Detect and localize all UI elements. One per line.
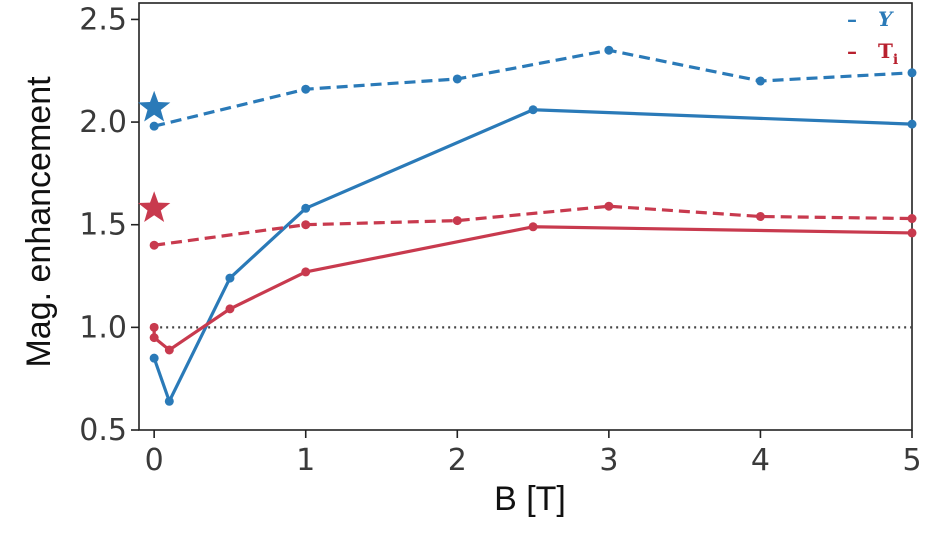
data-point xyxy=(149,322,159,332)
data-point xyxy=(452,216,462,226)
data-point xyxy=(149,121,159,131)
legend-dash-y: – xyxy=(847,7,857,31)
x-tick-label: 1 xyxy=(296,443,315,478)
data-point xyxy=(149,240,159,250)
legend: – Y – Ti xyxy=(847,7,898,68)
series-line-1 xyxy=(152,108,913,403)
y-axis-title: Mag. enhancement xyxy=(20,76,58,368)
data-point xyxy=(225,304,235,314)
x-axis-title: B [T] xyxy=(494,480,566,518)
x-tick-label: 2 xyxy=(448,443,467,478)
data-point xyxy=(149,353,159,363)
data-point xyxy=(164,396,174,406)
data-point xyxy=(301,267,311,277)
data-point xyxy=(604,201,614,211)
y-tick-label: 2.5 xyxy=(79,2,127,37)
axes: 0.5 1.0 1.5 2.0 2.5 0 1 2 3 4 5 xyxy=(79,2,922,478)
legend-label-ti: Ti xyxy=(878,39,898,68)
data-point xyxy=(907,68,917,78)
data-point xyxy=(907,214,917,224)
data-point xyxy=(301,203,311,213)
data-point xyxy=(907,119,917,129)
y-tick-label: 1.5 xyxy=(79,208,127,243)
x-tick-label: 4 xyxy=(751,443,770,478)
data-point xyxy=(225,273,235,283)
star-marker xyxy=(137,90,171,122)
x-tick-label: 3 xyxy=(599,443,618,478)
x-tick-label: 0 xyxy=(145,443,164,478)
y-tick-label: 2.0 xyxy=(79,105,127,140)
data-point xyxy=(604,45,614,55)
series-layer xyxy=(137,45,917,406)
legend-label-y: Y xyxy=(878,7,894,31)
series-line-0 xyxy=(153,48,913,128)
y-tick-label: 0.5 xyxy=(79,413,127,448)
data-point xyxy=(528,222,538,232)
legend-dash-ti: – xyxy=(847,39,857,63)
data-point xyxy=(452,74,462,84)
data-point xyxy=(755,212,765,221)
legend-label-ti-main: T xyxy=(878,39,893,63)
data-point xyxy=(301,84,311,94)
x-tick-label: 5 xyxy=(902,443,921,478)
y-tick-label: 1.0 xyxy=(79,310,127,345)
data-point xyxy=(528,105,538,115)
series-line-2 xyxy=(153,204,913,247)
data-point xyxy=(301,220,311,230)
legend-label-ti-sub: i xyxy=(893,52,898,68)
data-point xyxy=(164,345,174,355)
star-marker xyxy=(137,191,171,223)
data-point xyxy=(149,333,159,343)
data-point xyxy=(907,228,917,238)
data-point xyxy=(755,76,765,86)
